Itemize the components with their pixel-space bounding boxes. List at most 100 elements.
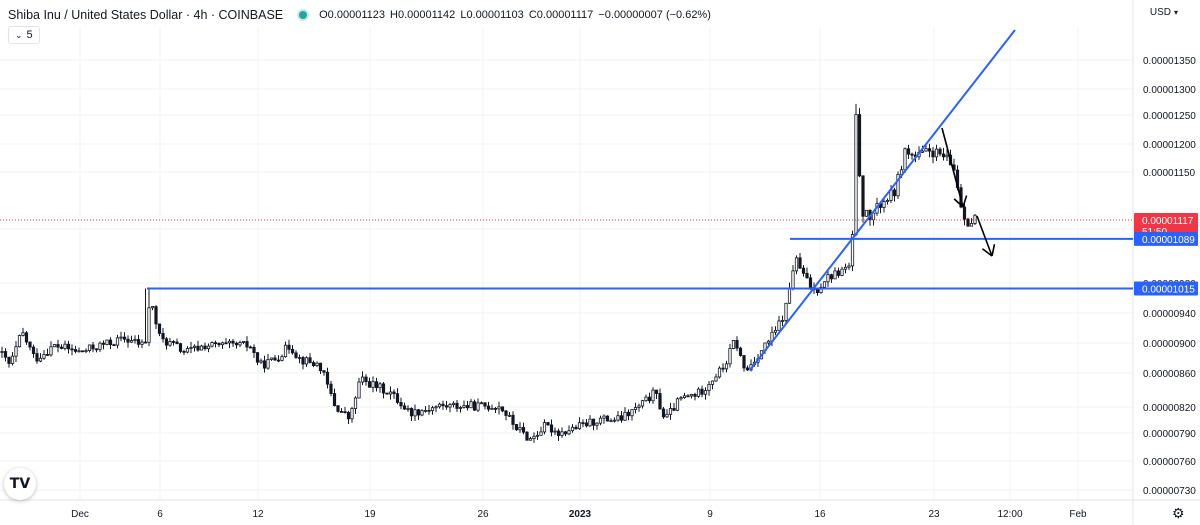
candle xyxy=(371,376,375,393)
candle xyxy=(374,377,379,392)
candle-body-down xyxy=(658,393,662,410)
candle-body-down xyxy=(735,340,739,349)
candle-body-down xyxy=(182,350,186,353)
candle-body-up xyxy=(476,402,480,411)
level-label-bg xyxy=(1134,231,1198,246)
candle xyxy=(962,200,967,226)
ohlc-change: −0.00000007 (−0.62%) xyxy=(598,9,711,21)
candle xyxy=(479,401,484,405)
candle xyxy=(553,427,557,436)
candle xyxy=(210,341,214,348)
tradingview-logo[interactable]: TV xyxy=(0,467,40,501)
candle xyxy=(574,424,578,430)
candle xyxy=(794,255,799,275)
candle-body-up xyxy=(105,339,109,345)
candle-body-down xyxy=(857,114,862,177)
candle-body-down xyxy=(927,148,932,152)
candle-body-up xyxy=(497,406,501,410)
candle-body-up xyxy=(665,413,669,418)
y-tick-label: 0.00001350 xyxy=(1143,56,1196,67)
candle-body-down xyxy=(381,383,386,394)
candle-body-down xyxy=(164,338,169,346)
candle xyxy=(297,354,302,364)
chevron-down-icon: ▾ xyxy=(1173,8,1178,17)
candle xyxy=(255,352,260,366)
candle-body-up xyxy=(378,383,382,389)
candle-body-up xyxy=(14,346,18,357)
candle-body-down xyxy=(486,405,491,410)
candle xyxy=(815,289,820,296)
candle xyxy=(731,340,736,350)
candle-body-down xyxy=(721,367,725,370)
candle xyxy=(308,353,312,364)
candle xyxy=(21,327,25,337)
candle xyxy=(168,337,172,347)
candle-body-up xyxy=(283,344,288,358)
candle xyxy=(861,175,865,223)
x-tick-label: 16 xyxy=(814,509,826,520)
currency-selector[interactable]: USD ▾ xyxy=(1150,7,1178,18)
candle xyxy=(427,404,431,415)
candle-body-down xyxy=(801,267,806,274)
candle xyxy=(619,411,624,423)
candle xyxy=(329,380,333,397)
candle xyxy=(206,343,211,353)
candle xyxy=(311,360,316,368)
indicators-toggle[interactable]: ⌄ 5 xyxy=(8,26,40,44)
candle xyxy=(581,419,585,428)
candle-body-down xyxy=(941,153,946,158)
candle xyxy=(45,348,50,356)
candle-body-down xyxy=(35,353,39,362)
candle xyxy=(434,405,438,413)
market-status-dot[interactable] xyxy=(299,11,308,19)
candle xyxy=(451,401,456,408)
symbol-title[interactable]: Shiba Inu / United States Dollar · 4h · … xyxy=(8,8,284,22)
candle-body-down xyxy=(339,411,344,413)
candle-body-down xyxy=(161,333,165,340)
candle xyxy=(448,403,452,413)
candle xyxy=(801,265,806,277)
candle xyxy=(269,357,274,361)
candle xyxy=(616,411,620,422)
candle xyxy=(773,326,778,336)
candle-body-up xyxy=(423,409,428,412)
candle-body-up xyxy=(21,332,25,336)
candle-body-up xyxy=(717,367,722,378)
candle xyxy=(910,152,914,160)
candle-body-down xyxy=(143,341,148,344)
candle xyxy=(10,352,15,366)
candle xyxy=(367,377,372,388)
candle xyxy=(896,171,900,199)
candle-body-down xyxy=(203,345,207,350)
candle xyxy=(203,342,207,351)
candle-body-up xyxy=(269,357,274,360)
ohlc-open: O0.00001123 xyxy=(319,9,385,21)
candle-body-down xyxy=(416,409,421,416)
y-tick-label: 0.00000760 xyxy=(1143,457,1196,468)
candle-body-up xyxy=(854,114,858,235)
candle xyxy=(735,336,739,352)
candle xyxy=(224,338,228,345)
candle-body-down xyxy=(798,257,802,269)
candle-body-up xyxy=(791,270,795,289)
candle-body-up xyxy=(437,403,442,408)
candle xyxy=(514,424,519,432)
candle xyxy=(49,341,53,357)
candle xyxy=(742,355,746,372)
candle-body-down xyxy=(248,346,253,349)
candle xyxy=(539,426,543,436)
candle xyxy=(353,396,358,414)
candle xyxy=(784,302,788,323)
candle xyxy=(175,338,179,345)
candle-body-down xyxy=(3,351,8,358)
candle-body-down xyxy=(311,362,316,366)
candle-body-down xyxy=(196,345,200,351)
candle xyxy=(493,406,498,413)
gear-icon[interactable]: ⚙ xyxy=(1172,505,1185,521)
candle-body-up xyxy=(780,320,785,322)
candle xyxy=(728,343,732,368)
candle-body-up xyxy=(17,335,22,348)
candle-body-up xyxy=(969,223,974,227)
